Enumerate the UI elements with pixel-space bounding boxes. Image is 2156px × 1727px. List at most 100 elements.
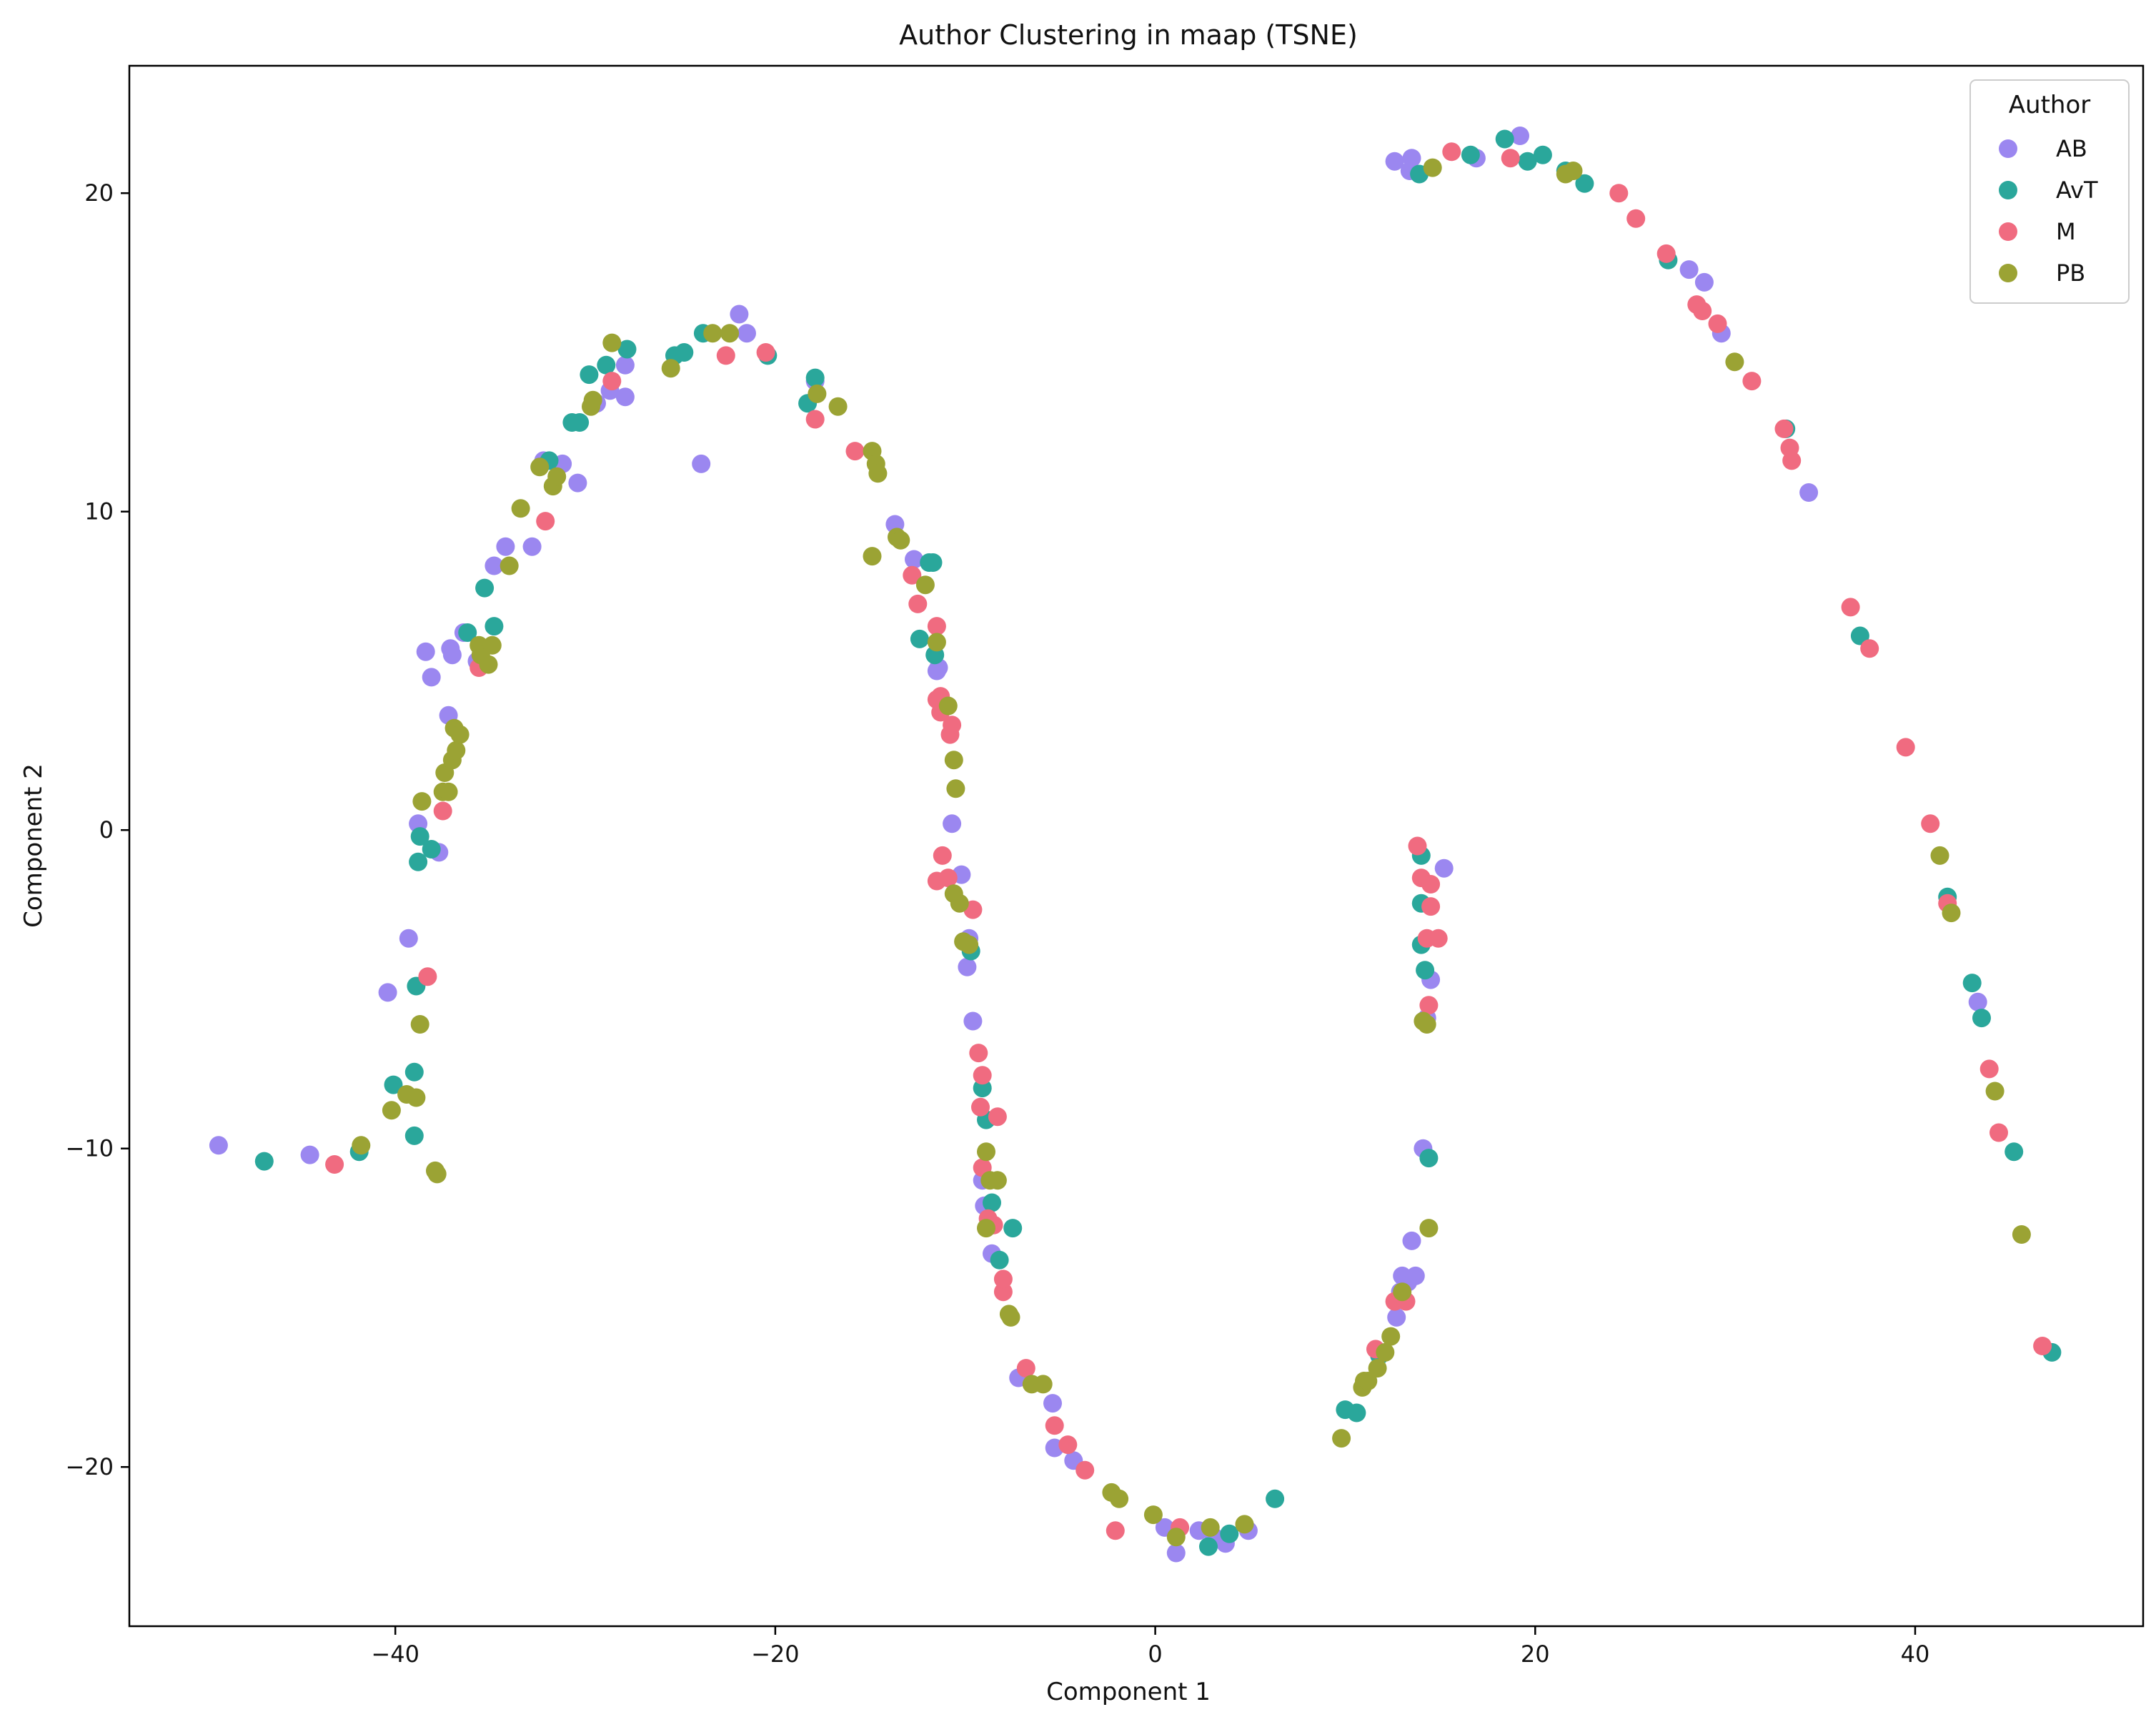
point-PB-52	[1001, 1307, 1020, 1327]
point-AB-24	[730, 305, 749, 324]
point-AB-35	[963, 1011, 983, 1031]
point-M-35	[1106, 1521, 1125, 1540]
point-PB-34	[868, 464, 888, 483]
point-M-4	[536, 512, 555, 531]
point-PB-70	[1417, 1015, 1436, 1034]
point-AB-40	[1043, 1394, 1062, 1413]
point-PB-19	[500, 556, 519, 575]
point-M-53	[1693, 302, 1712, 320]
point-AB-25	[737, 324, 756, 343]
point-AvT-58	[2005, 1142, 2024, 1162]
point-PB-3	[407, 1088, 426, 1107]
point-AvT-23	[805, 368, 825, 387]
point-PB-46	[960, 935, 979, 954]
point-PB-64	[1358, 1372, 1378, 1390]
point-PB-78	[1985, 1082, 2005, 1101]
point-M-31	[1016, 1359, 1035, 1378]
point-AvT-43	[1416, 961, 1435, 980]
point-M-47	[1442, 142, 1461, 162]
x-tick-label: −20	[751, 1641, 800, 1668]
legend-label-AvT: AvT	[2056, 177, 2098, 204]
point-PB-26	[602, 333, 622, 352]
point-PB-75	[1725, 352, 1744, 372]
point-M-30	[993, 1270, 1013, 1289]
point-M-55	[1742, 372, 1762, 391]
point-AvT-34	[1199, 1537, 1218, 1556]
point-AB-58	[1434, 858, 1454, 878]
point-AB-14	[496, 537, 515, 556]
point-PB-67	[1381, 1327, 1401, 1346]
point-AvT-27	[923, 553, 943, 572]
point-AB-13	[485, 556, 504, 575]
point-PB-18	[482, 635, 502, 655]
point-PB-12	[447, 741, 466, 760]
legend-marker-M	[1999, 222, 2017, 241]
point-PB-76	[1930, 846, 1949, 865]
point-AB-5	[416, 642, 435, 661]
legend-marker-AvT	[1999, 181, 2017, 199]
point-PB-5	[412, 792, 432, 811]
point-PB-77	[1942, 904, 1961, 923]
point-AB-10	[442, 645, 462, 665]
point-M-6	[716, 346, 735, 365]
point-M-29	[993, 1282, 1013, 1302]
point-AB-21	[615, 387, 635, 407]
point-AvT-48	[1518, 152, 1537, 171]
point-PB-72	[1423, 158, 1442, 177]
series-AB	[209, 127, 1987, 1563]
point-M-5	[602, 372, 622, 391]
point-PB-60	[1235, 1515, 1254, 1534]
point-AvT-11	[485, 617, 504, 636]
point-M-62	[1921, 814, 1940, 833]
point-M-48	[1501, 149, 1520, 168]
point-PB-28	[703, 324, 722, 343]
point-PB-74	[1564, 162, 1583, 180]
point-PB-23	[547, 467, 567, 486]
point-AvT-25	[910, 629, 929, 648]
point-AvT-38	[1347, 1403, 1366, 1422]
point-PB-66	[1376, 1342, 1395, 1362]
point-M-10	[903, 565, 922, 585]
point-AB-65	[1694, 272, 1714, 292]
point-PB-56	[1110, 1489, 1129, 1508]
point-AB-68	[1968, 992, 1987, 1011]
point-PB-71	[1419, 1219, 1439, 1238]
point-AvT-32	[990, 1250, 1009, 1270]
point-M-65	[1989, 1123, 2008, 1142]
point-AB-59	[1385, 152, 1404, 171]
point-AvT-29	[973, 1079, 992, 1098]
point-PB-30	[808, 384, 827, 403]
point-M-20	[938, 869, 958, 888]
point-AvT-2	[384, 1075, 403, 1094]
point-M-7	[756, 343, 775, 362]
legend-marker-AB	[1999, 139, 2017, 158]
point-M-22	[969, 1044, 988, 1063]
point-PB-57	[1143, 1505, 1163, 1525]
point-M-18	[933, 846, 952, 865]
legend: Author AB AvT M PB	[1969, 79, 2130, 304]
point-M-40	[1408, 836, 1427, 856]
point-PB-4	[410, 1015, 429, 1034]
point-M-23	[973, 1066, 992, 1085]
point-AvT-44	[1419, 1149, 1439, 1168]
point-PB-0	[352, 1136, 371, 1155]
point-AvT-56	[1962, 974, 1982, 993]
point-AB-0	[209, 1136, 228, 1155]
point-M-32	[1045, 1416, 1064, 1435]
y-tick-label: 20	[84, 179, 114, 207]
point-M-8	[805, 410, 825, 429]
point-AB-23	[692, 454, 711, 473]
point-AvT-0	[254, 1152, 274, 1171]
point-AvT-57	[1972, 1009, 1991, 1028]
point-M-2	[433, 801, 452, 821]
point-PB-39	[927, 633, 946, 652]
point-M-49	[1609, 184, 1629, 203]
legend-title: Author	[2009, 91, 2090, 119]
point-PB-41	[944, 751, 963, 770]
point-PB-17	[479, 655, 498, 674]
point-AB-28	[905, 550, 923, 569]
point-AB-3	[399, 929, 418, 948]
point-AB-63	[1511, 127, 1529, 145]
point-AB-67	[1799, 483, 1819, 502]
point-PB-35	[863, 547, 882, 566]
